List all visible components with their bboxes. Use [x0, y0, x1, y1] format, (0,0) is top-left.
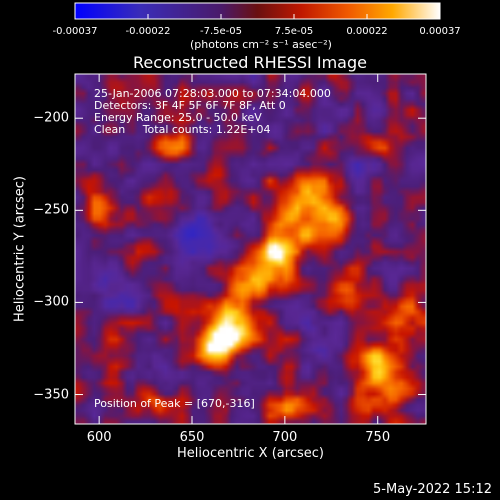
- x-tick-label: 700: [272, 430, 298, 445]
- footer-date: 5-May-2022 15:12: [373, 482, 492, 497]
- x-tick-label: 750: [365, 430, 391, 445]
- colorbar-tick-label: -0.00022: [125, 26, 171, 37]
- x-tick-label: 600: [86, 430, 112, 445]
- y-tick-label: −250: [33, 202, 69, 218]
- colorbar-tick-label: -7.5e-05: [200, 26, 242, 37]
- annotation-time: 25-Jan-2006 07:28:03.000 to 07:34:04.000: [94, 87, 331, 100]
- annotation-clean: Clean Total counts: 1.22E+04: [94, 123, 271, 136]
- annotation-peak: Position of Peak = [670,-316]: [94, 397, 255, 410]
- colorbar-tick-label: 0.00022: [346, 26, 388, 37]
- heatmap-image: [75, 74, 426, 424]
- x-tick-label: 650: [179, 430, 205, 445]
- axis-ticks: [75, 74, 426, 424]
- y-tick-label: −200: [33, 110, 69, 126]
- annotation-detectors: Detectors: 3F 4F 5F 6F 7F 8F, Att 0: [94, 99, 286, 112]
- chart-title: Reconstructed RHESSI Image: [133, 53, 367, 72]
- colorbar-tick-label: 7.5e-05: [274, 26, 314, 37]
- colorbar-tick-label: 0.00037: [419, 26, 461, 37]
- x-axis-label: Heliocentric X (arcsec): [177, 446, 324, 461]
- colorbar-ticks: [74, 14, 441, 19]
- plot-frame: [74, 73, 427, 425]
- colorbar-unit-label: (photons cm⁻² s⁻¹ asec⁻²): [190, 38, 332, 51]
- y-axis-label: Heliocentric Y (arcsec): [12, 176, 28, 322]
- y-tick-label: −350: [33, 387, 69, 403]
- y-tick-label: −300: [33, 294, 69, 310]
- colorbar-tick-label: -0.00037: [52, 26, 98, 37]
- annotation-energy: Energy Range: 25.0 - 50.0 keV: [94, 111, 262, 124]
- colorbar: [74, 2, 441, 20]
